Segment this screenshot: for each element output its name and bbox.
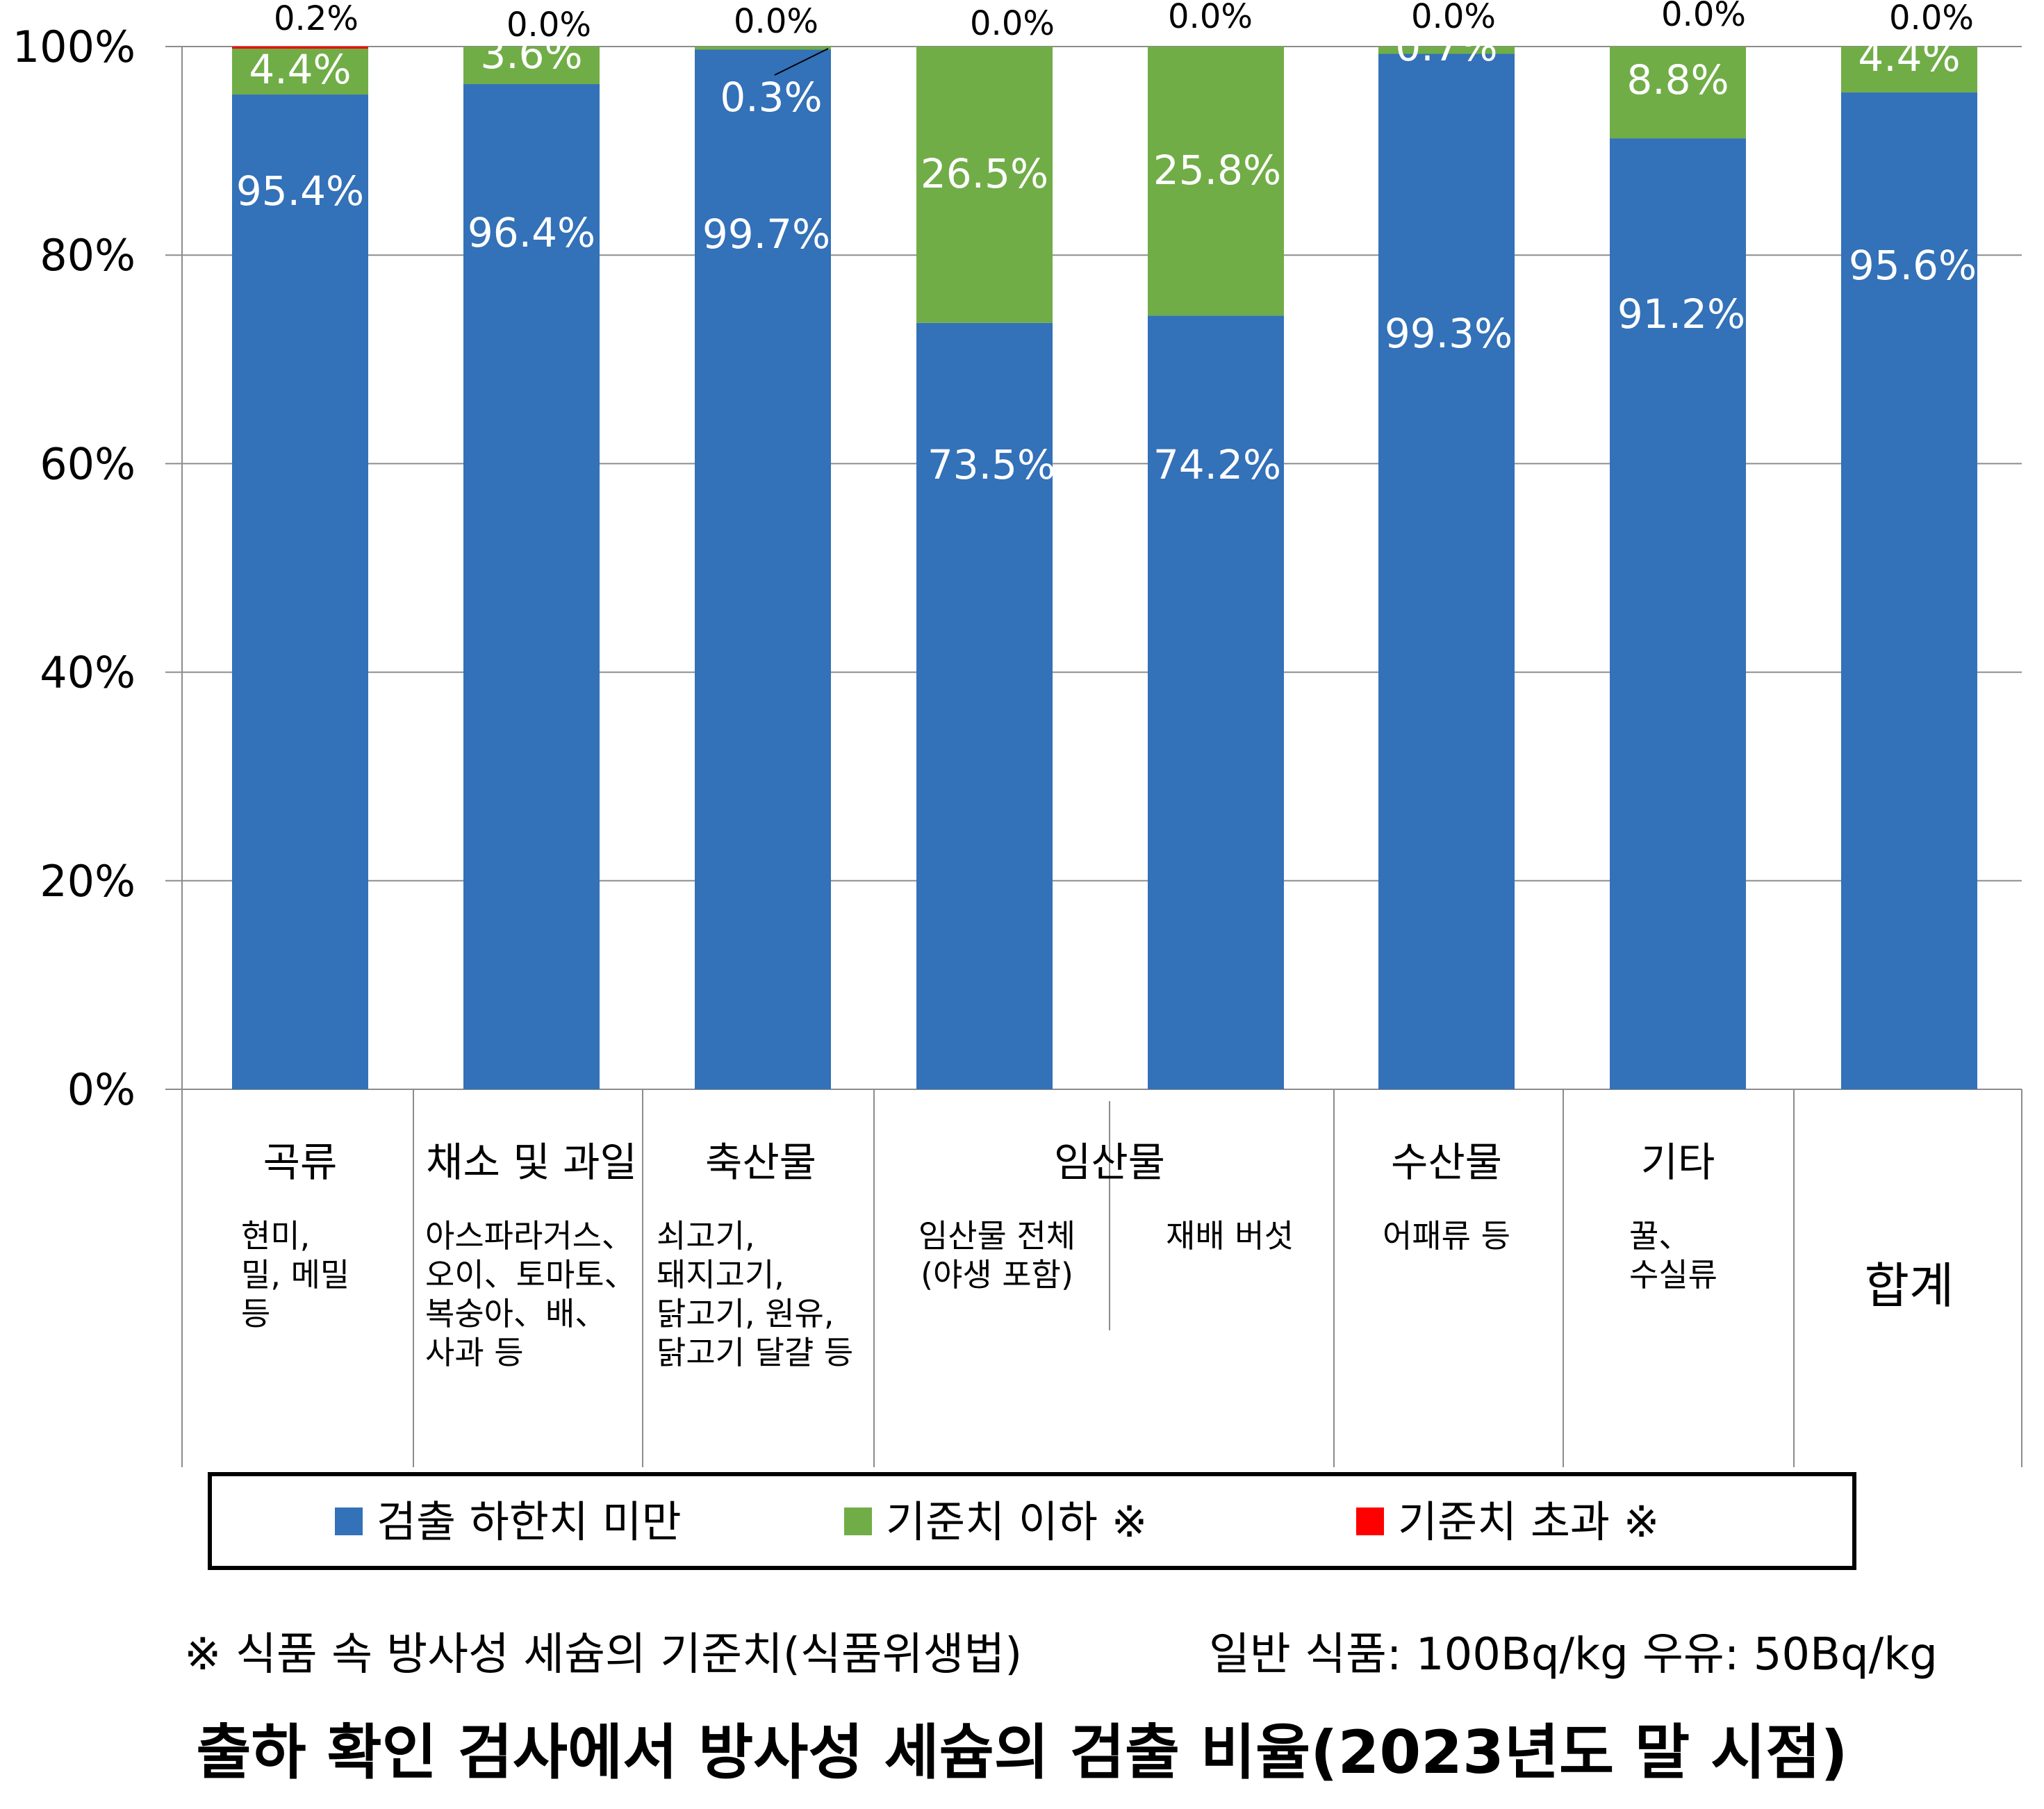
- bar-segment: [463, 47, 600, 85]
- y-tick-label: 20%: [40, 856, 135, 907]
- category-desc: 닭고기, 원유,: [657, 1295, 834, 1332]
- category-name: 축산물: [705, 1139, 816, 1186]
- data-label: 73.5%: [928, 441, 1055, 488]
- legend-swatch: [1356, 1508, 1384, 1535]
- data-label: 96.4%: [468, 209, 595, 256]
- data-label: 25.8%: [1153, 147, 1281, 194]
- data-label: 0.7%: [1395, 23, 1497, 70]
- category-desc: 복숭아、배、: [425, 1295, 607, 1332]
- category-desc: 현미,: [241, 1217, 310, 1255]
- category-desc: 꿀、: [1629, 1217, 1690, 1255]
- bar-segment: [1841, 47, 1977, 93]
- bars: [232, 47, 1977, 1090]
- chart-title: 출하 확인 검사에서 방사성 세슘의 검출 비율(2023년도 말 시점): [196, 1718, 1848, 1787]
- category-desc: (야생 포함): [921, 1256, 1073, 1294]
- bar-segment: [1610, 47, 1746, 139]
- category-desc: 재배 버섯: [1166, 1217, 1294, 1255]
- legend-swatch: [844, 1508, 872, 1535]
- category-name: 기타: [1641, 1139, 1715, 1186]
- data-label: 0.0%: [1411, 0, 1496, 36]
- bar-segment: [463, 84, 600, 1089]
- data-label: 0.0%: [734, 2, 818, 41]
- leader-line: [774, 48, 829, 76]
- category-desc: 밀, 메밀: [241, 1256, 349, 1294]
- legend-swatch: [335, 1508, 363, 1535]
- data-label: 0.0%: [1168, 0, 1253, 36]
- data-label: 95.4%: [236, 167, 364, 215]
- category-name: 임산물: [1054, 1139, 1165, 1186]
- category-name: 채소 및 과일: [426, 1139, 637, 1186]
- y-tick-labels: 0% 20% 40% 60% 80% 100%: [13, 22, 135, 1115]
- bar-segment: [1610, 138, 1746, 1089]
- data-label: 0.0%: [1889, 0, 1974, 38]
- legend-label: 기준치 이하 ※: [886, 1496, 1148, 1547]
- footnote-standard: ※ 식품 속 방사성 세슘의 기준치(식품위생법): [184, 1629, 1023, 1680]
- bar-labels: 95.4%4.4%0.2%96.4%3.6%0.0%99.7%0.3%0.0%7…: [236, 0, 1977, 488]
- y-tick-label: 60%: [40, 438, 135, 489]
- bar-segment: [1378, 53, 1515, 1090]
- data-label: 3.6%: [480, 31, 582, 78]
- data-label: 91.2%: [1617, 290, 1745, 338]
- legend-box: [208, 1472, 1856, 1570]
- bar-segment: [232, 94, 368, 1089]
- bar-segment: [916, 322, 1053, 1089]
- footnote-limits: 일반 식품: 100Bq/kg 우유: 50Bq/kg: [1209, 1629, 1938, 1680]
- bar-segment: [232, 49, 368, 95]
- bar-segment: [232, 47, 368, 49]
- data-label: 74.2%: [1153, 441, 1281, 488]
- category-desc: 등: [241, 1295, 270, 1332]
- y-tick-label: 80%: [40, 230, 135, 281]
- category-desc: 수실류: [1629, 1256, 1717, 1294]
- data-label: 0.0%: [1661, 0, 1746, 34]
- bar-segment: [1378, 47, 1515, 54]
- bar-segment: [1148, 47, 1284, 316]
- bar-segment: [695, 49, 831, 1089]
- y-tick-label: 100%: [13, 22, 135, 72]
- category-desc: 임산물 전체: [918, 1217, 1075, 1255]
- data-label: 0.0%: [506, 6, 591, 44]
- data-label: 0.0%: [970, 4, 1055, 43]
- category-name: 수산물: [1391, 1139, 1502, 1186]
- legend-label: 검출 하한치 미만: [377, 1496, 682, 1547]
- data-label: 26.5%: [921, 150, 1048, 197]
- category-desc: 돼지고기,: [657, 1256, 784, 1294]
- legend: 검출 하한치 미만 기준치 이하 ※ 기준치 초과 ※: [208, 1472, 1856, 1570]
- y-tick-label: 0%: [67, 1064, 135, 1115]
- category-desc: 오이、토마토、: [425, 1256, 636, 1294]
- data-label: 4.4%: [249, 46, 351, 93]
- data-label: 4.4%: [1858, 33, 1960, 81]
- category-desc: 아스파라거스、: [425, 1217, 634, 1255]
- legend-label: 기준치 초과 ※: [1398, 1496, 1660, 1547]
- bar-segment: [1148, 315, 1284, 1089]
- data-label: 8.8%: [1626, 56, 1729, 104]
- category-desc: 쇠고기,: [657, 1217, 755, 1255]
- bar-segment: [916, 47, 1053, 323]
- category-desc: 어패류 등: [1383, 1217, 1510, 1255]
- category-name: 곡류: [263, 1139, 338, 1186]
- category-desc: 닭고기 달걀 등: [657, 1334, 853, 1371]
- data-label: 95.6%: [1849, 242, 1977, 289]
- bar-segment: [1841, 92, 1977, 1090]
- category-desc: 사과 등: [425, 1334, 524, 1371]
- bar-segment: [695, 47, 831, 50]
- data-label: 0.2%: [274, 0, 358, 38]
- data-label: 99.7%: [702, 210, 830, 258]
- y-tick-label: 40%: [40, 647, 135, 698]
- data-label: 0.3%: [720, 74, 822, 121]
- category-name: 합계: [1865, 1257, 1954, 1314]
- data-label: 99.3%: [1385, 310, 1513, 357]
